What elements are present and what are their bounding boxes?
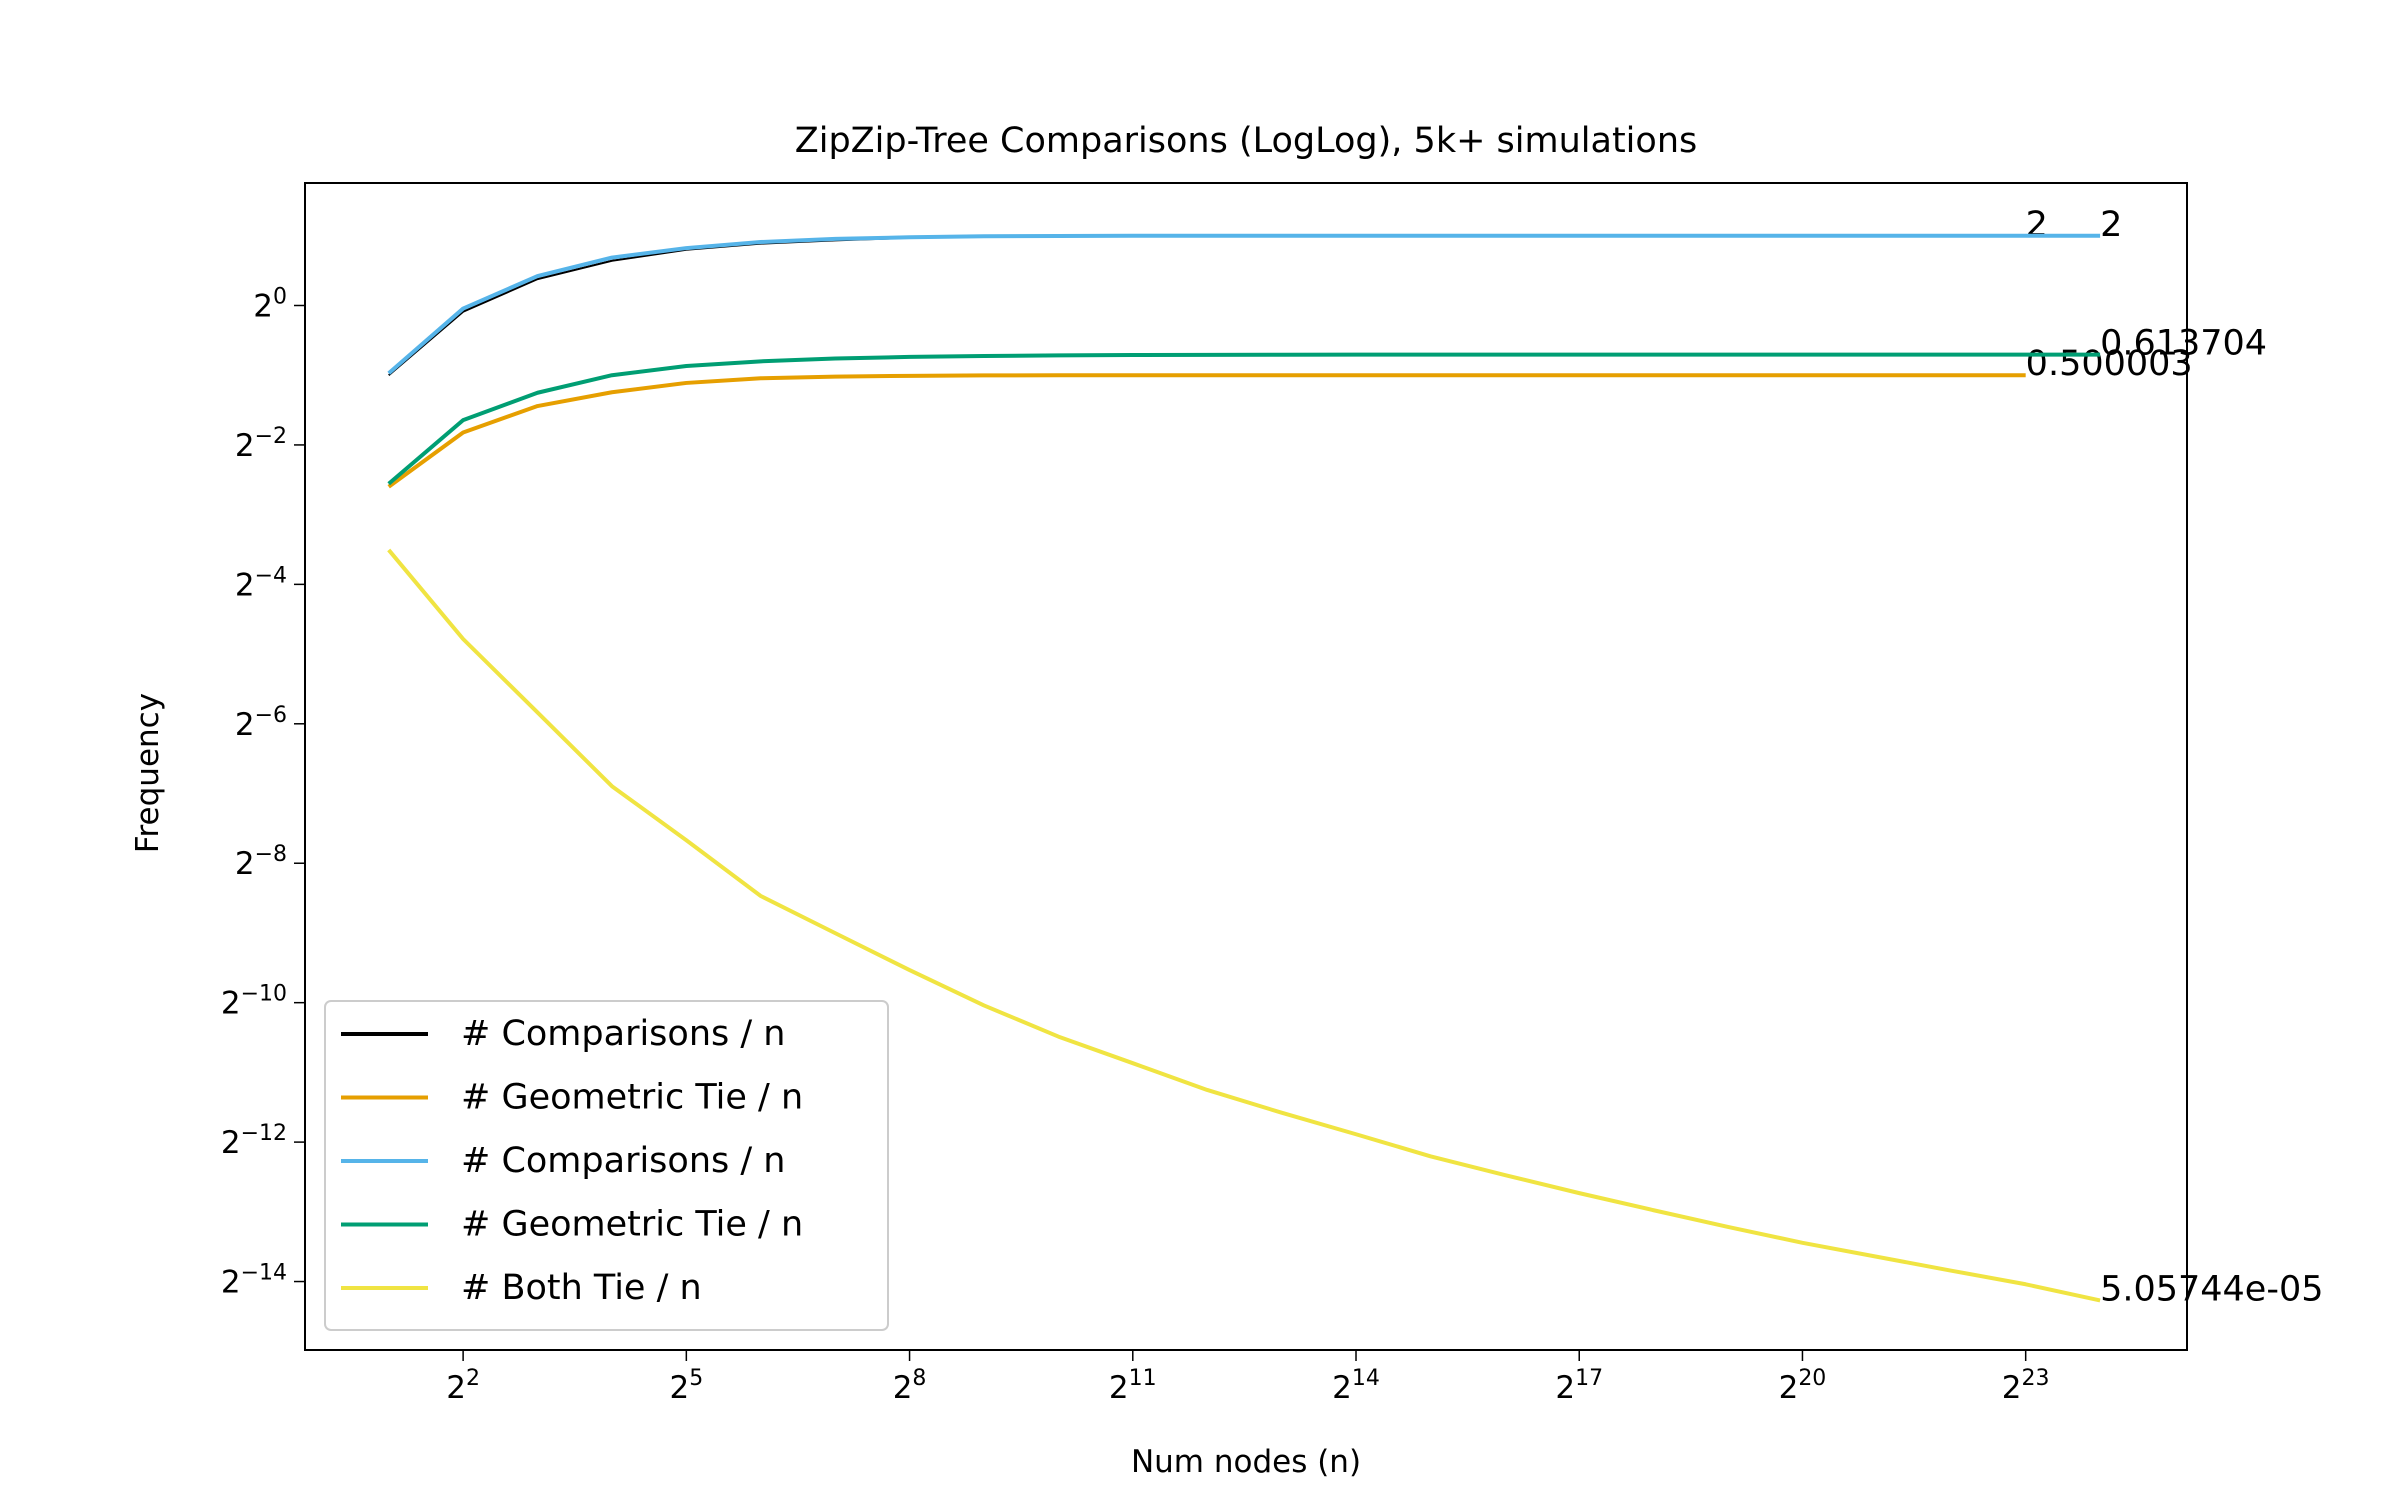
x-tick-label-base: 2 xyxy=(893,1370,913,1406)
x-tick-label-base: 2 xyxy=(1109,1370,1129,1406)
x-axis-label: Num nodes (n) xyxy=(1131,1444,1361,1480)
series-line xyxy=(387,352,2101,486)
value-label: 2 xyxy=(2100,205,2122,245)
y-tick-label: 2−6 xyxy=(235,703,287,743)
y-tick-label-exponent: −12 xyxy=(241,1121,287,1146)
x-tick-label: 214 xyxy=(1332,1366,1380,1406)
y-tick-label-base: 2 xyxy=(253,288,273,324)
x-tick-label-exponent: 23 xyxy=(2022,1366,2050,1391)
y-tick-label: 2−4 xyxy=(235,563,287,603)
x-tick-label-exponent: 2 xyxy=(466,1366,480,1391)
y-tick-label-base: 2 xyxy=(221,986,241,1022)
y-tick-label-exponent: −10 xyxy=(241,982,287,1007)
y-axis-label: Frequency xyxy=(130,693,166,853)
x-tick-label-exponent: 20 xyxy=(1798,1366,1826,1391)
legend-label: # Geometric Tie / n xyxy=(461,1205,803,1245)
chart-title: ZipZip-Tree Comparisons (LogLog), 5k+ si… xyxy=(795,121,1697,161)
x-tick-label-exponent: 8 xyxy=(912,1366,926,1391)
x-tick-label-base: 2 xyxy=(1555,1370,1575,1406)
series-line xyxy=(387,373,2026,489)
y-tick-label: 2−2 xyxy=(235,424,287,464)
y-tick-label: 2−8 xyxy=(235,842,287,882)
x-tick-label: 217 xyxy=(1555,1366,1603,1406)
value-label: 2 xyxy=(2026,205,2048,245)
legend-label: # Comparisons / n xyxy=(461,1141,785,1181)
x-tick-label: 220 xyxy=(1779,1366,1827,1406)
y-tick-label-base: 2 xyxy=(221,1265,241,1301)
series-line xyxy=(387,548,2101,1303)
x-tick-label-exponent: 5 xyxy=(689,1366,703,1391)
x-tick-label-base: 2 xyxy=(2002,1370,2022,1406)
value-label: 0.500003 xyxy=(2026,344,2193,384)
x-tick-label-base: 2 xyxy=(1779,1370,1799,1406)
x-tick-label: 211 xyxy=(1109,1366,1157,1406)
x-tick-label: 22 xyxy=(446,1366,480,1406)
y-tick-label-base: 2 xyxy=(235,846,255,882)
y-tick-label-exponent: −4 xyxy=(255,563,287,588)
x-tick-label-base: 2 xyxy=(669,1370,689,1406)
plot-frame xyxy=(304,182,2188,1351)
y-tick-label-exponent: −2 xyxy=(255,424,287,449)
value-label: 0.613704 xyxy=(2100,324,2267,364)
x-tick-label-base: 2 xyxy=(446,1370,466,1406)
x-tick-label-exponent: 14 xyxy=(1352,1366,1380,1391)
y-tick-label: 2−14 xyxy=(221,1261,287,1301)
y-tick-label: 2−12 xyxy=(221,1121,287,1161)
y-tick-label-base: 2 xyxy=(221,1125,241,1161)
y-tick-label-base: 2 xyxy=(235,428,255,464)
x-tick-label: 28 xyxy=(893,1366,927,1406)
legend-label: # Geometric Tie / n xyxy=(461,1078,803,1118)
x-tick-label: 223 xyxy=(2002,1366,2050,1406)
y-tick-label-exponent: −14 xyxy=(241,1261,287,1286)
y-tick-label-exponent: −6 xyxy=(255,703,287,728)
y-tick-label-base: 2 xyxy=(235,567,255,603)
y-tick-label-exponent: −8 xyxy=(255,842,287,867)
x-tick-label-exponent: 17 xyxy=(1575,1366,1603,1391)
series-line xyxy=(387,233,2101,375)
legend-label: # Both Tie / n xyxy=(461,1268,702,1308)
x-tick-label-exponent: 11 xyxy=(1129,1366,1157,1391)
x-tick-label-base: 2 xyxy=(1332,1370,1352,1406)
legend-box xyxy=(324,1000,889,1331)
value-label: 5.05744e-05 xyxy=(2100,1269,2323,1309)
y-tick-label: 2−10 xyxy=(221,982,287,1022)
x-tick-label: 25 xyxy=(669,1366,703,1406)
legend-label: # Comparisons / n xyxy=(461,1014,785,1054)
y-tick-label-exponent: 0 xyxy=(273,284,287,309)
y-tick-label: 20 xyxy=(253,284,287,324)
y-tick-label-base: 2 xyxy=(235,707,255,743)
